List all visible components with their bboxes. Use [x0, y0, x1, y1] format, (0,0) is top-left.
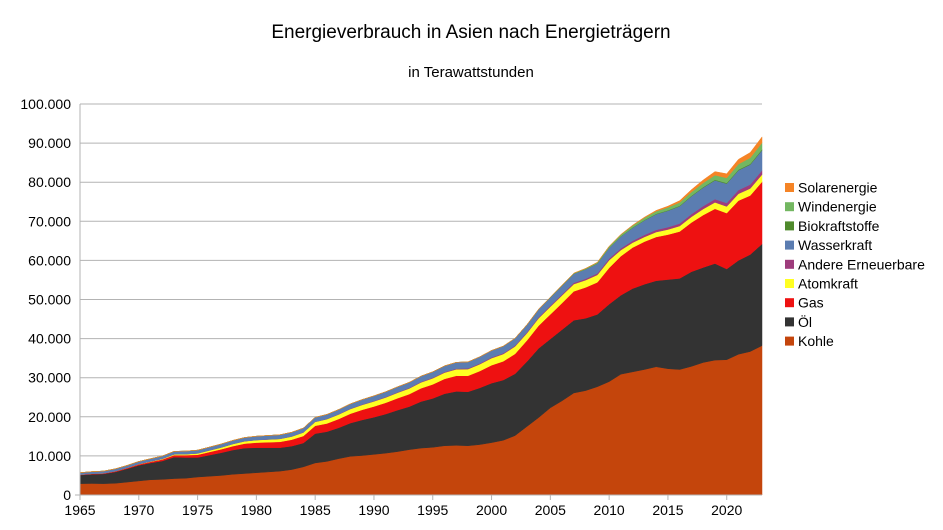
- x-tick-label: 2000: [476, 502, 507, 518]
- legend-label: Solarenergie: [798, 180, 878, 196]
- legend: Solarenergie Windenergie Biokraftstoffe Was…: [785, 180, 925, 349]
- legend-swatch: [785, 279, 794, 288]
- y-tick-label: 80.000: [28, 174, 71, 190]
- x-tick-label: 2005: [535, 502, 566, 518]
- y-tick-label: 90.000: [28, 135, 71, 151]
- y-tick-label: 50.000: [28, 292, 71, 308]
- legend-swatch: [785, 183, 794, 192]
- legend-label: Kohle: [798, 333, 834, 349]
- stacked-areas: [79, 136, 763, 496]
- x-tick-label: 1970: [123, 502, 154, 518]
- legend-label: Biokraftstoffe: [798, 218, 880, 234]
- y-tick-label: 20.000: [28, 409, 71, 425]
- y-tick-label: 70.000: [28, 213, 71, 229]
- legend-swatch: [785, 202, 794, 212]
- legend-label: Wasserkraft: [798, 237, 872, 253]
- legend-swatch: [785, 317, 794, 327]
- x-tick-label: 2015: [652, 502, 683, 518]
- x-tick-label: 1990: [358, 502, 389, 518]
- legend-label: Atomkraft: [798, 276, 858, 292]
- legend-label: Öl: [798, 313, 812, 330]
- legend-label: Andere Erneuerbare: [798, 256, 925, 272]
- legend-swatch: [785, 221, 794, 231]
- legend-swatch: [785, 240, 794, 250]
- y-tick-label: 100.000: [20, 96, 71, 112]
- legend-label: Gas: [798, 295, 824, 311]
- area-solarenergie: [79, 136, 763, 473]
- x-tick-label: 1965: [64, 502, 95, 518]
- chart-title: Energieverbrauch in Asien nach Energietr…: [271, 22, 670, 43]
- x-tick-label: 1995: [417, 502, 448, 518]
- legend-label: Windenergie: [798, 199, 877, 215]
- legend-swatch: [785, 259, 794, 269]
- y-tick-label: 0: [63, 487, 71, 503]
- y-tick-label: 10.000: [28, 448, 71, 464]
- y-tick-label: 60.000: [28, 252, 71, 268]
- y-tick-label: 40.000: [28, 331, 71, 347]
- x-tick-label: 1980: [241, 502, 272, 518]
- x-tick-label: 2010: [594, 502, 625, 518]
- axes: [75, 104, 762, 500]
- legend-swatch: [785, 336, 794, 346]
- x-tick-label: 1975: [182, 502, 213, 518]
- y-axis-tick-labels: 0 10.000 20.000 30.000 40.000 50.000 60.000 70.…: [20, 96, 71, 503]
- y-tick-label: 30.000: [28, 370, 71, 386]
- x-tick-label: 2020: [711, 502, 742, 518]
- chart-subtitle: in Terawattstunden: [408, 64, 534, 81]
- x-axis-tick-labels: 1965 1970 1975 1980 1985 1990 1995 2000 2005 2010…: [64, 495, 743, 518]
- x-tick-label: 1985: [300, 502, 331, 518]
- legend-swatch: [785, 298, 794, 308]
